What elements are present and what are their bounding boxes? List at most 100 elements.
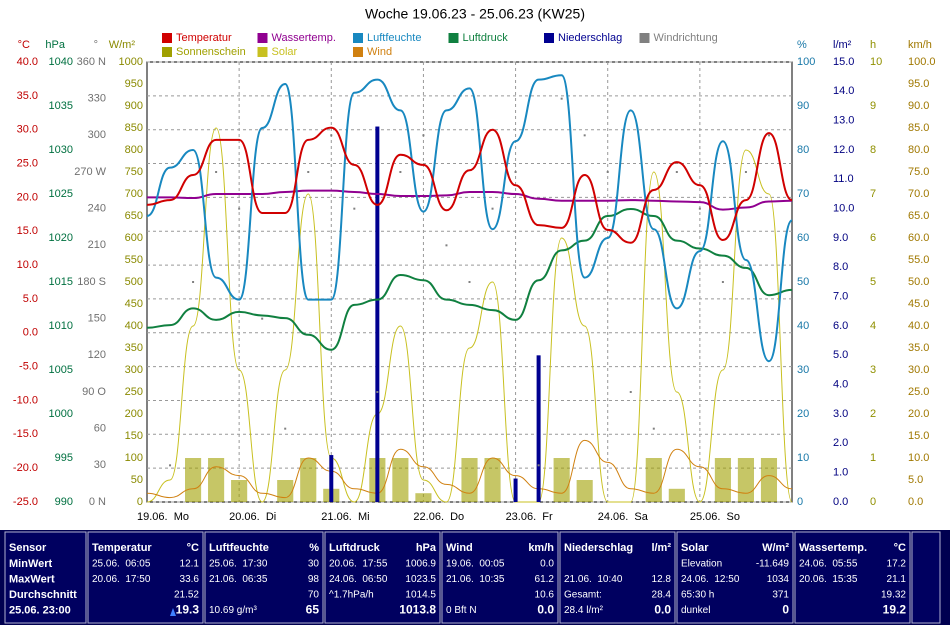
table-cell-value: 0.0	[654, 603, 671, 617]
y-tick-label: 65.0	[908, 210, 929, 222]
y-tick-label: 360 N	[77, 56, 106, 68]
bar	[392, 458, 409, 502]
y-tick-label: 80	[797, 144, 809, 156]
table-cell-text: ^1.7hPa/h	[329, 590, 374, 601]
y-tick-label: 300	[125, 364, 143, 376]
y-tick-label: 5.0	[23, 293, 38, 305]
table-unit: hPa	[416, 542, 437, 554]
bar	[668, 488, 685, 502]
wind-direction-dot	[376, 391, 379, 393]
y-tick-label: 90.0	[908, 100, 929, 112]
wind-direction-dot	[583, 134, 586, 137]
table-cell-value: 0.0	[540, 559, 554, 570]
table-cell-text: 25.06. 23:00	[9, 604, 71, 616]
table-unit: km/h	[528, 542, 554, 554]
wind-direction-dot	[353, 207, 356, 210]
y-tick-label: 900	[125, 100, 143, 112]
y-tick-label: 70	[797, 188, 809, 200]
legend-label: Solar	[272, 46, 298, 58]
table-cell-text: 65:30 h	[681, 590, 714, 601]
y-tick-label: 1.0	[833, 467, 848, 479]
y-tick-label: 30.0	[908, 364, 929, 376]
bar	[208, 458, 225, 502]
wind-direction-dot	[514, 171, 517, 173]
y-tick-label: 0	[870, 496, 876, 508]
y-tick-label: 0.0	[908, 496, 923, 508]
table-cell-value: 21.52	[174, 590, 199, 601]
table-cell-value: 1013.8	[399, 603, 436, 617]
y-tick-label: 0 N	[89, 496, 106, 508]
y-tick-label: 35.0	[17, 90, 38, 102]
table-unit: °C	[894, 542, 906, 554]
wind-direction-dot	[698, 207, 701, 210]
axis-unit: h	[870, 39, 876, 51]
table-cell-value: 12.8	[652, 574, 672, 585]
y-tick-label: 6.0	[833, 320, 848, 332]
wind-direction-dot	[169, 464, 172, 467]
legend-label: Temperatur	[176, 32, 232, 44]
bar	[576, 480, 593, 502]
legend-swatch	[544, 33, 554, 43]
series-line	[146, 439, 793, 499]
bar	[760, 458, 778, 502]
y-tick-label: 1035	[49, 100, 73, 112]
y-tick-label: 50	[797, 276, 809, 288]
bar	[536, 355, 541, 502]
wind-direction-dot	[537, 464, 540, 467]
bar	[714, 458, 731, 502]
table-header: Wind	[446, 542, 473, 554]
table-cell-value: 70	[308, 590, 320, 601]
wind-direction-dot	[468, 281, 471, 283]
table-header: Niederschlag	[564, 542, 633, 554]
y-tick-label: 1005	[49, 364, 73, 376]
legend-swatch	[162, 33, 172, 43]
y-tick-label: 100.0	[908, 56, 936, 68]
y-tick-label: 10	[797, 452, 809, 464]
table-cell-value: 17.2	[887, 559, 907, 570]
table-unit: %	[309, 542, 319, 554]
table-cell-value: 65	[306, 603, 320, 617]
legend-swatch	[162, 47, 172, 57]
legend-label: Sonnenschein	[176, 46, 246, 58]
series-line	[146, 127, 793, 503]
y-tick-label: 10.0	[908, 452, 929, 464]
legend-label: Windrichtung	[654, 32, 718, 44]
table-cell	[794, 531, 911, 624]
table-header: Luftfeuchte	[209, 542, 269, 554]
table-cell-text: Elevation	[681, 559, 722, 570]
y-tick-label: 450	[125, 298, 143, 310]
x-tick-label: 23.06. Fr	[506, 511, 553, 523]
table-cell-text: 19.06. 00:05	[446, 559, 505, 570]
y-tick-label: 75.0	[908, 166, 929, 178]
table-cell	[559, 531, 676, 624]
x-tick-label: 25.06. So	[690, 511, 740, 523]
y-tick-label: 180 S	[77, 276, 106, 288]
y-tick-label: 40	[797, 320, 809, 332]
y-tick-label: -15.0	[13, 428, 38, 440]
y-tick-label: 15.0	[17, 225, 38, 237]
y-tick-label: 20	[797, 408, 809, 420]
y-tick-label: 60.0	[908, 232, 929, 244]
y-tick-label: 0	[797, 496, 803, 508]
y-tick-label: 35.0	[908, 342, 929, 354]
table-cell-value: 371	[772, 590, 789, 601]
wind-direction-dot	[560, 97, 563, 100]
y-tick-label: 100	[125, 452, 143, 464]
table-cell	[324, 531, 441, 624]
x-tick-label: 20.06. Di	[229, 511, 276, 523]
table-cell-value: 30	[308, 559, 320, 570]
y-tick-label: 150	[88, 313, 106, 325]
table-cell	[441, 531, 559, 624]
chart-title: Woche 19.06.23 - 25.06.23 (KW25)	[365, 6, 585, 22]
y-tick-label: 5.0	[833, 349, 848, 361]
y-tick-label: 5	[870, 276, 876, 288]
y-tick-label: 15.0	[833, 56, 854, 68]
table-cell-value: 0	[782, 603, 789, 617]
table-cell-value: 19.2	[883, 603, 907, 617]
table-cell-text: 20.06. 15:35	[799, 574, 858, 585]
y-tick-label: 14.0	[833, 85, 854, 97]
legend-swatch	[353, 47, 363, 57]
y-tick-label: 30.0	[17, 124, 38, 136]
y-tick-label: 1040	[49, 56, 73, 68]
